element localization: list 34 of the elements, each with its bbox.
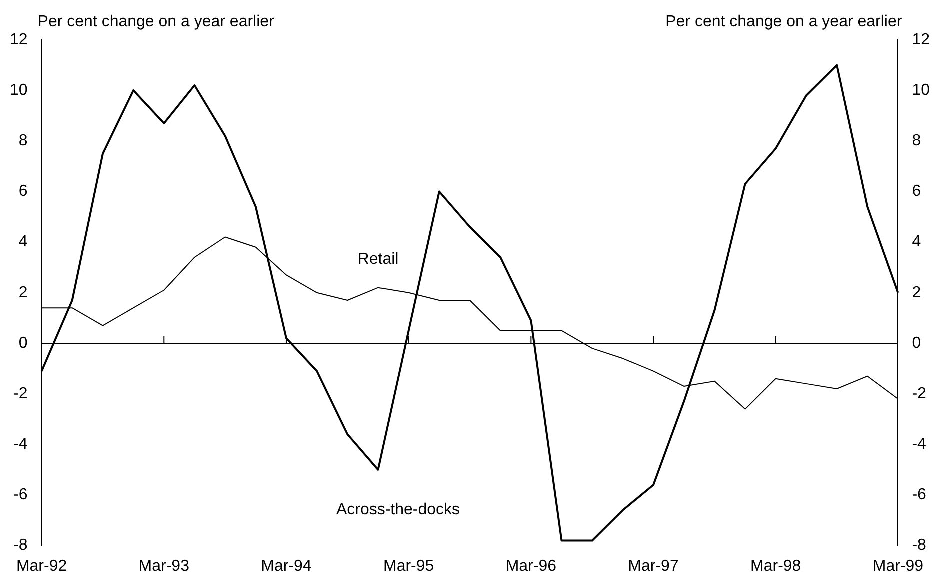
x-tick-label: Mar-96 (506, 558, 557, 575)
y2-tick-label: 12 (912, 31, 930, 48)
y-tick-label: -2 (14, 385, 28, 402)
y-tick-label: 4 (18, 234, 28, 251)
y2-tick-label: -4 (912, 436, 927, 454)
y-tick-label: -6 (14, 486, 28, 504)
y-tick-label: 6 (18, 183, 28, 200)
y2-tick-label: -8 (912, 537, 927, 554)
y2-tick-label: 2 (912, 284, 922, 302)
x-tick-label: Mar-92 (16, 558, 68, 575)
y-tick-label: 0 (18, 334, 28, 352)
y-tick-label: 12 (10, 31, 28, 48)
x-tick-label: Mar-94 (261, 558, 312, 575)
y-axis-title: Per cent change on a year earlier (38, 13, 276, 30)
y-tick-label: 10 (10, 82, 28, 99)
y2-tick-label: -6 (912, 486, 927, 504)
x-tick-label: Mar-98 (750, 558, 802, 575)
y-tick-label: -4 (14, 436, 28, 454)
x-tick-label: Mar-95 (383, 558, 434, 575)
y2-tick-label: 6 (912, 183, 922, 200)
y2-axis-title: Per cent change on a year earlier (666, 13, 903, 30)
y2-tick-label: 8 (912, 132, 922, 150)
x-tick-label: Mar-93 (138, 558, 190, 575)
y2-tick-label: 10 (912, 82, 930, 99)
y2-tick-label: 0 (912, 334, 922, 352)
x-tick-label: Mar-99 (872, 558, 924, 575)
y-tick-label: 2 (18, 284, 28, 302)
y2-tick-label: -2 (912, 385, 927, 402)
y-tick-label: -8 (14, 537, 28, 554)
series-label: Retail (358, 251, 399, 268)
text: Across-the-docks (336, 501, 460, 518)
y2-tick-label: 4 (912, 234, 922, 251)
y-tick-label: 8 (18, 132, 28, 150)
x-tick-label: Mar-97 (628, 558, 679, 575)
